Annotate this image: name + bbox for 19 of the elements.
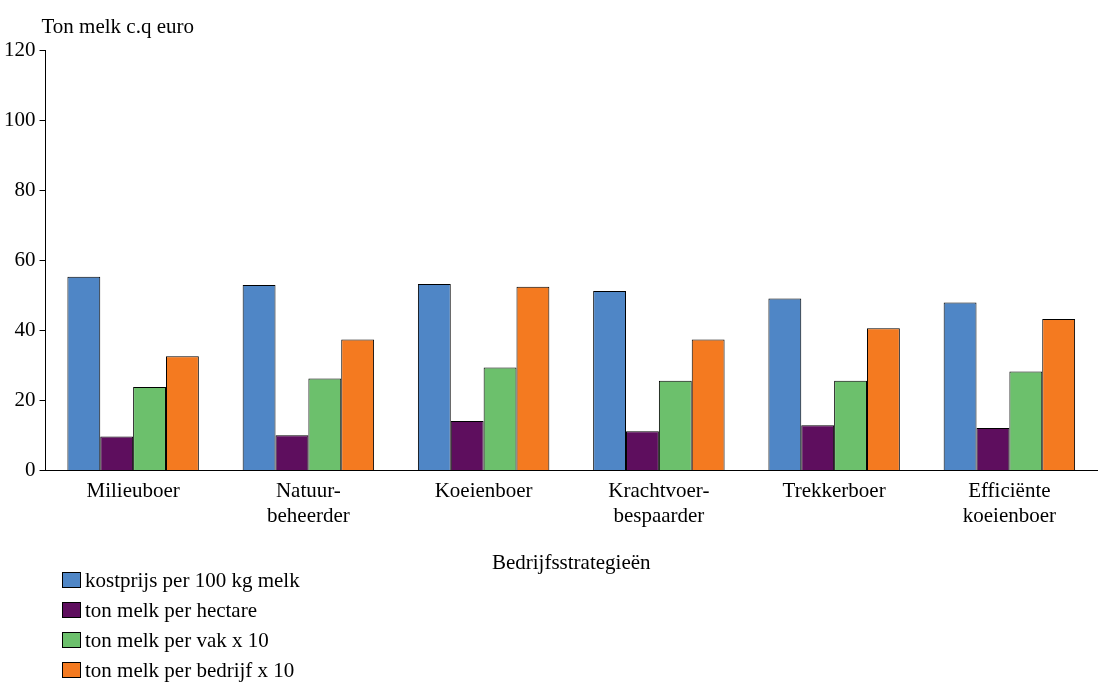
- y-tick-label: 40: [14, 316, 36, 341]
- legend-label: ton melk per bedrijf x 10: [85, 657, 295, 683]
- legend-label: kostprijs per 100 kg melk: [85, 567, 300, 593]
- y-tick-label: 0: [25, 456, 36, 481]
- x-tick-label: Koeienboer: [434, 477, 533, 502]
- y-axis-title: Ton melk c.q euro: [41, 14, 194, 39]
- y-tick-label: 80: [14, 176, 36, 201]
- y-tick-label: 60: [14, 246, 36, 271]
- x-axis-title: Bedrijfsstrategieën: [491, 549, 652, 574]
- x-tick-label: Krachtvoer-bespaarder: [608, 477, 710, 527]
- y-tick-label: 20: [14, 386, 36, 411]
- y-tick-label: 120: [4, 36, 36, 61]
- x-tick-label: Milieuboer: [86, 477, 180, 502]
- legend-label: ton melk per hectare: [85, 597, 257, 623]
- legend-label: ton melk per vak x 10: [85, 627, 269, 653]
- y-tick-label: 100: [4, 106, 36, 131]
- x-tick-label: Trekkerboer: [782, 477, 886, 502]
- x-tick-label: Efficiënte koeienboer: [962, 477, 1057, 527]
- x-tick-label: Natuur-beheerder: [266, 477, 350, 527]
